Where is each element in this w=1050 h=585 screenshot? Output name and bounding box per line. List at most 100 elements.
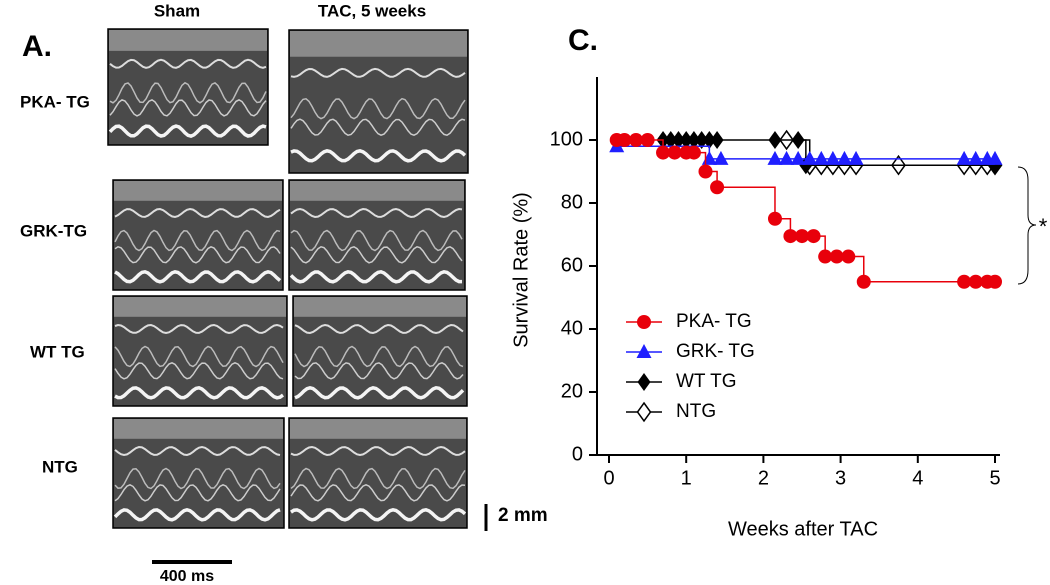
echo-trace bbox=[114, 269, 282, 284]
marker bbox=[791, 131, 805, 149]
x-tick-label: 0 bbox=[603, 467, 614, 489]
marker bbox=[671, 131, 685, 149]
x-tick-label: 5 bbox=[989, 467, 1000, 489]
echo-image bbox=[292, 295, 468, 407]
echo-trace bbox=[290, 148, 467, 163]
echo-trace bbox=[290, 483, 466, 502]
echo-image bbox=[288, 417, 468, 529]
legend-label: NTG bbox=[676, 401, 716, 422]
marker bbox=[968, 274, 983, 289]
column-label: TAC, 5 weeks bbox=[318, 1, 426, 20]
echo-trace bbox=[108, 124, 267, 138]
marker bbox=[636, 344, 652, 358]
y-tick-label: 40 bbox=[561, 317, 583, 339]
echo-trace bbox=[114, 323, 284, 335]
y-tick-label: 80 bbox=[561, 191, 583, 213]
echo-image bbox=[112, 417, 285, 529]
x-tick-label: 4 bbox=[912, 467, 923, 489]
survival-curve bbox=[616, 145, 995, 160]
marker bbox=[783, 229, 798, 244]
echo-image bbox=[112, 179, 284, 291]
echo-trace bbox=[113, 507, 281, 522]
image-top-band bbox=[290, 181, 464, 201]
marker bbox=[640, 133, 655, 147]
legend-entry: WT TG bbox=[626, 371, 737, 392]
y-axis-label: Survival Rate (%) bbox=[510, 192, 532, 348]
echo-trace bbox=[289, 269, 462, 284]
marker bbox=[687, 131, 701, 149]
echo-trace bbox=[290, 67, 466, 78]
y-tick-label: 60 bbox=[561, 254, 583, 276]
image-top-band bbox=[290, 419, 466, 439]
marker bbox=[710, 131, 724, 149]
echo-trace bbox=[114, 345, 284, 368]
marker bbox=[825, 150, 841, 165]
column-label: Sham bbox=[154, 1, 200, 20]
marker bbox=[698, 164, 713, 179]
echo-image bbox=[112, 295, 288, 407]
marker bbox=[636, 401, 652, 423]
echo-trace bbox=[294, 361, 464, 380]
echo-trace bbox=[294, 385, 465, 400]
image-top-band bbox=[114, 419, 283, 439]
panel-label: C. bbox=[568, 24, 598, 57]
marker bbox=[968, 150, 984, 165]
echo-trace bbox=[114, 229, 281, 252]
y-tick-label: 0 bbox=[572, 443, 583, 465]
panel-a: A. Sham TAC, 5 weeks PKA- TG GRK-TG WT T… bbox=[20, 1, 548, 585]
marker bbox=[987, 150, 1003, 165]
y-tick-label: 20 bbox=[561, 380, 583, 402]
echo-trace bbox=[109, 58, 267, 69]
marker bbox=[988, 274, 1002, 289]
legend-entry: NTG bbox=[626, 401, 716, 423]
marker bbox=[767, 150, 783, 165]
echo-image bbox=[288, 179, 466, 291]
marker bbox=[841, 249, 856, 264]
distance-scale-label: 2 mm bbox=[498, 505, 548, 526]
echo-trace bbox=[290, 467, 466, 490]
series bbox=[609, 138, 1003, 165]
echo-trace bbox=[290, 507, 467, 522]
echo-trace bbox=[290, 118, 466, 137]
marker bbox=[829, 249, 844, 264]
series bbox=[779, 129, 1003, 176]
image-top-band bbox=[294, 297, 466, 317]
legend-label: GRK- TG bbox=[676, 341, 755, 362]
marker bbox=[679, 131, 693, 149]
echo-image bbox=[107, 28, 269, 146]
marker bbox=[686, 145, 701, 160]
image-top-band bbox=[114, 181, 282, 201]
echo-trace bbox=[290, 229, 463, 252]
legend-label: PKA- TG bbox=[676, 311, 752, 332]
echo-trace bbox=[114, 207, 281, 219]
echo-trace bbox=[109, 81, 267, 104]
marker bbox=[637, 373, 651, 391]
echo-trace bbox=[114, 385, 285, 400]
marker bbox=[767, 211, 782, 226]
panel-label: A. bbox=[22, 30, 52, 63]
x-axis-label: Weeks after TAC bbox=[728, 518, 878, 540]
marker bbox=[836, 150, 852, 165]
echo-trace bbox=[290, 207, 463, 219]
legend-label: WT TG bbox=[676, 371, 737, 392]
panel-c: C. Weeks after TAC Survival Rate (%) * 0… bbox=[510, 24, 1047, 540]
marker bbox=[702, 131, 716, 149]
marker bbox=[637, 315, 651, 329]
echo-trace bbox=[109, 99, 267, 117]
row-label: NTG bbox=[42, 457, 78, 476]
marker bbox=[710, 180, 725, 195]
image-top-band bbox=[290, 31, 467, 57]
echo-image bbox=[288, 29, 469, 174]
echo-trace bbox=[114, 483, 281, 502]
echo-trace bbox=[114, 361, 284, 380]
marker bbox=[848, 150, 864, 165]
echo-trace bbox=[290, 245, 463, 264]
marker bbox=[656, 145, 671, 160]
marker bbox=[795, 229, 809, 244]
marker bbox=[957, 274, 972, 289]
echo-trace bbox=[294, 323, 464, 335]
marker bbox=[779, 150, 795, 165]
marker bbox=[768, 131, 782, 149]
x-tick-label: 1 bbox=[681, 467, 692, 489]
